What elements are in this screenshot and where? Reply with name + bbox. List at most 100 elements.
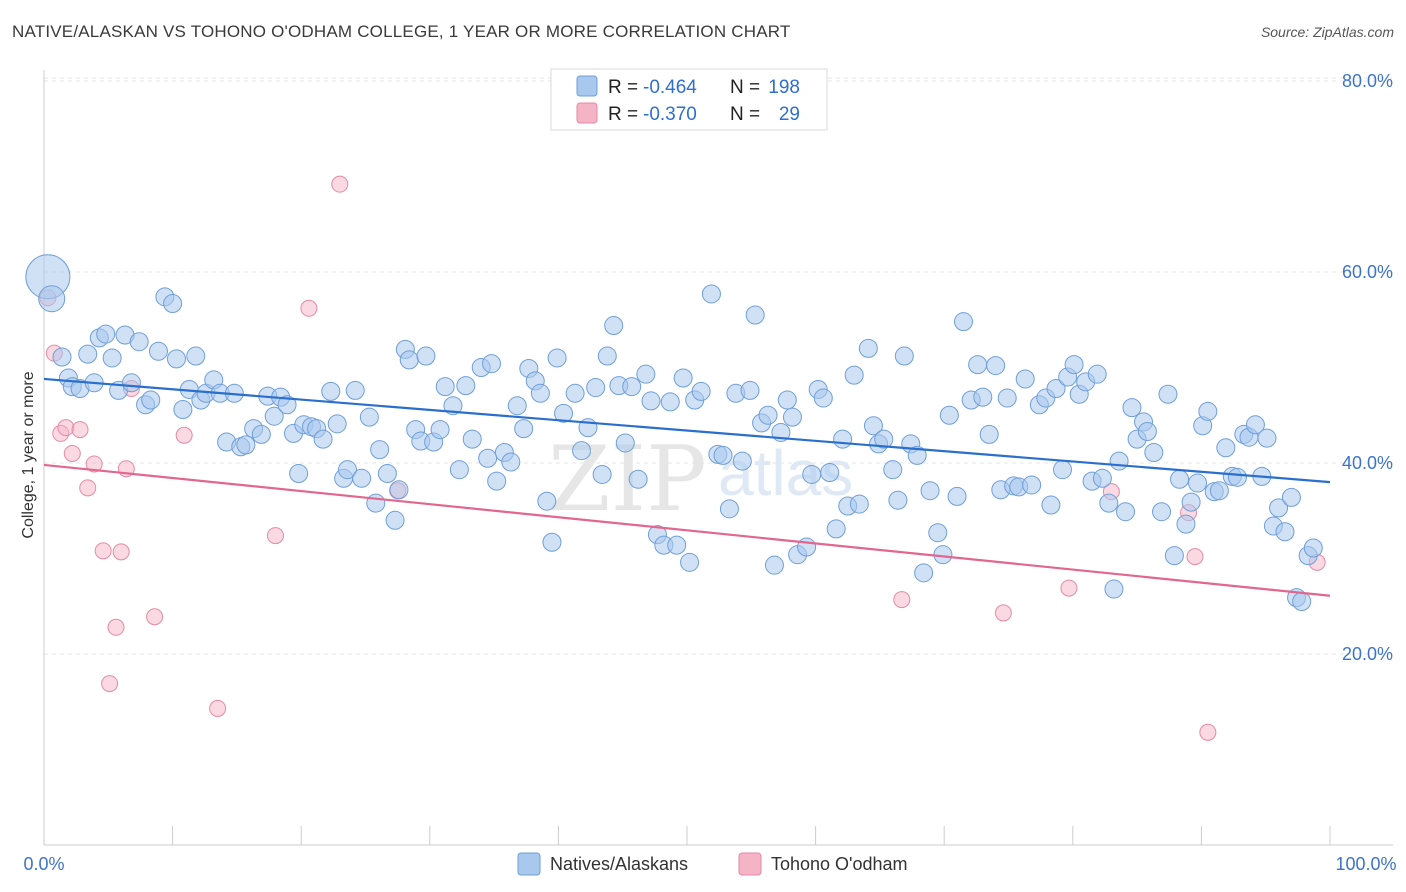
data-point-natives [1144,442,1164,462]
data-point-natives [1109,451,1129,471]
data-point-natives [1015,369,1035,389]
data-point-natives [863,416,883,436]
data-point-natives [121,373,141,393]
legend-box: R = -0.464 N = 198 R = -0.370 N = 29 [550,68,828,131]
source-credit: Source: ZipAtlas.com [1260,24,1394,40]
data-point-natives [745,305,765,325]
trendline-tohono [43,463,1331,597]
y-tick-label: 80.0% [1342,71,1393,91]
data-point-natives [1046,379,1066,399]
data-point-natives [641,391,661,411]
data-point-tohono [300,299,318,317]
data-point-natives [894,346,914,366]
x-tick-label-max: 100.0% [1335,854,1396,874]
data-point-natives [482,354,502,374]
series-tohono-points [39,175,1326,741]
series-natives-points [25,254,1323,611]
data-point-natives [277,395,297,415]
bottom-legend-label-natives: Natives/Alaskans [550,854,688,874]
y-tick-labels: 20.0% 40.0% 60.0% 80.0% [1342,71,1393,664]
data-point-natives [920,481,940,501]
data-point-natives [691,381,711,401]
data-point-tohono [146,608,164,626]
data-point-natives [1292,591,1312,611]
data-point-natives [660,392,680,412]
data-point-tohono [112,543,130,561]
data-point-natives [907,445,927,465]
data-point-natives [148,341,168,361]
data-point-natives [797,537,817,557]
data-point-natives [1137,421,1157,441]
data-point-natives [352,468,372,488]
data-point-natives [844,365,864,385]
data-point-natives [1176,514,1196,534]
data-point-tohono [85,455,103,473]
legend-swatch-tohono [576,102,598,124]
data-point-natives [947,486,967,506]
data-point-tohono [209,699,227,717]
data-point-natives [530,383,550,403]
data-point-natives [858,338,878,358]
data-point-natives [1092,468,1112,488]
data-point-natives [359,407,379,427]
data-point-tohono [57,419,75,437]
data-point-natives [740,380,760,400]
data-point-natives [430,420,450,440]
data-point-tohono [1199,723,1217,741]
data-point-natives [1041,495,1061,515]
data-point-natives [462,429,482,449]
trendlines [43,377,1331,597]
data-point-natives [166,349,186,369]
data-point-natives [514,419,534,439]
data-point-natives [953,312,973,332]
data-point-natives [565,383,585,403]
data-point-natives [1245,415,1265,435]
legend-swatch-natives [576,75,598,97]
y-tick-label: 60.0% [1342,262,1393,282]
data-point-natives [96,324,116,344]
data-point-tohono [71,421,89,439]
bottom-legend: Natives/Alaskans Tohono O'odham [517,852,908,876]
legend-r-label-2: R = [608,104,638,125]
data-point-natives [572,441,592,461]
data-point-natives [636,364,656,384]
data-point-natives [777,390,797,410]
data-point-natives [802,464,822,484]
data-point-natives [1164,546,1184,566]
data-point-natives [615,433,635,453]
legend-r-value-2: -0.370 [643,104,697,125]
data-point-natives [547,348,567,368]
trendline-natives [43,377,1331,484]
data-point-natives [1152,502,1172,522]
data-point-natives [874,429,894,449]
data-point-natives [928,523,948,543]
axes [43,70,1393,846]
data-point-natives [1275,522,1295,542]
legend-n-value-1: 198 [768,77,800,98]
data-point-natives [186,346,206,366]
data-point-tohono [94,542,112,560]
data-point-natives [820,463,840,483]
data-point-natives [1087,364,1107,384]
data-point-tohono [331,175,349,193]
x-tick-label-min: 0.0% [23,854,64,874]
data-point-natives [163,294,183,314]
data-point-natives [1303,538,1323,558]
data-point-natives [129,332,149,352]
data-point-natives [813,388,833,408]
data-point-natives [719,499,739,519]
data-point-natives [883,460,903,480]
legend-n-value-2: 29 [779,104,800,125]
data-point-natives [313,429,333,449]
data-point-natives [1064,355,1084,375]
bottom-legend-swatch-tohono [738,852,762,876]
data-point-natives [327,414,347,434]
data-point-tohono [1186,548,1204,566]
data-point-natives [501,452,521,472]
data-point-natives [52,347,72,367]
x-ticks [43,826,1331,845]
data-point-natives [973,387,993,407]
data-point-natives [826,519,846,539]
data-point-natives [416,346,436,366]
